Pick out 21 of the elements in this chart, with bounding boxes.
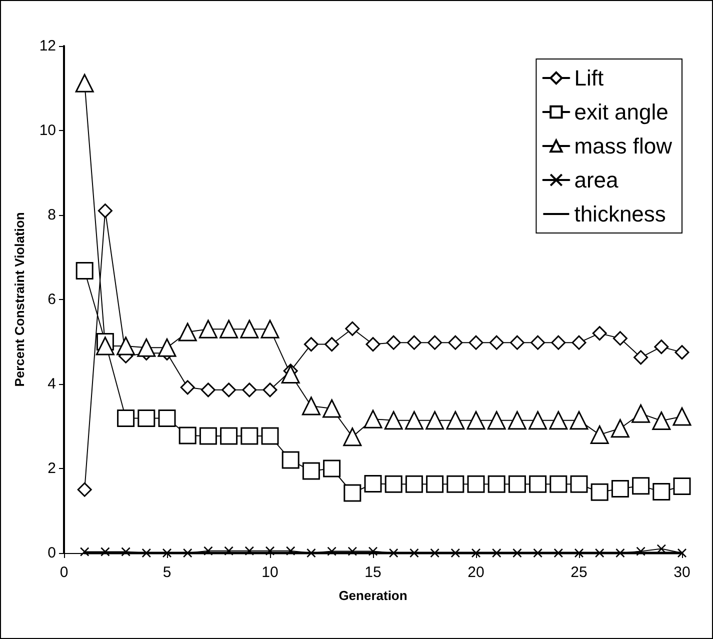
x-tick-label: 25 [570,564,588,581]
legend-label: mass flow [574,134,672,158]
legend-label: Lift [574,66,604,90]
y-tick-label: 2 [48,460,56,477]
x-tick-label: 30 [674,564,690,581]
legend-label: exit angle [574,100,668,124]
x-tick-label: 20 [468,564,484,581]
legend-label: area [574,168,619,192]
y-tick-label: 10 [39,122,56,139]
y-tick-label: 6 [48,291,56,308]
x-tick-label: 5 [162,564,172,581]
x-axis-title: Generation [338,588,408,603]
y-tick-label: 4 [48,376,56,392]
x-tick-label: 10 [262,564,278,581]
y-tick-label: 12 [39,38,56,54]
y-tick-label: 8 [48,206,56,224]
legend-label: thickness [574,202,666,226]
x-tick-label: 15 [364,564,382,581]
x-tick-label: 0 [60,564,68,581]
y-tick-label: 0 [48,544,56,562]
y-axis-title: Percent Constraint Violation [12,212,27,387]
